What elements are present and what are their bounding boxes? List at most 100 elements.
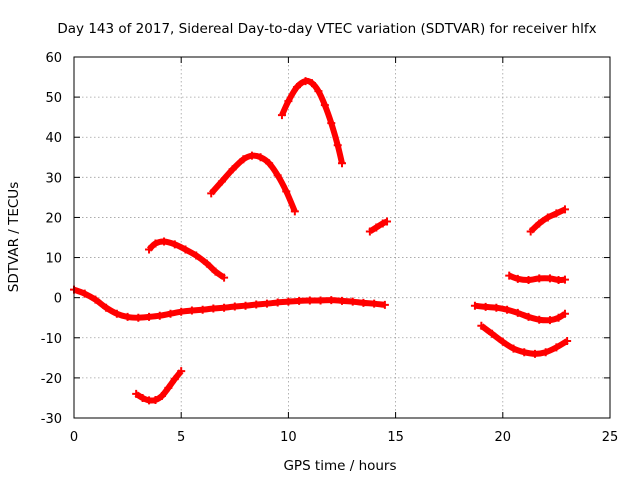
data-point [207,189,216,198]
sdtvar-track-4 [208,152,298,213]
data-point [365,227,374,236]
x-tick-label: 25 [602,430,619,445]
data-point [509,344,518,353]
data-point [198,305,207,314]
data-point [155,311,164,320]
y-axis-label: SDTVAR / TECUs [6,182,22,292]
data-point [545,274,554,283]
sdtvar-track-7 [474,302,567,324]
data-point [481,302,490,311]
data-point [247,151,256,160]
data-point [488,329,497,338]
data-point [256,153,265,162]
data-point [520,348,529,357]
data-point [228,165,237,174]
data-point [123,312,132,321]
y-tick-label: 40 [45,131,62,146]
data-point [524,312,533,321]
x-tick-label: 0 [70,430,78,445]
data-point [284,297,293,306]
data-point [151,395,160,404]
x-axis-label: GPS time / hours [283,458,396,474]
data-point [513,308,522,317]
data-point [164,383,173,392]
data-point [513,274,522,283]
data-point [290,207,299,216]
data-point [530,349,539,358]
data-point [170,375,179,384]
y-tick-label: 60 [45,51,62,66]
data-point [252,300,261,309]
data-point [282,187,291,196]
data-point [327,296,336,305]
data-point [157,391,166,400]
y-tick-label: 0 [54,292,62,307]
data-point [560,309,569,318]
data-point [220,273,229,282]
data-point [526,227,535,236]
chart-title: Day 143 of 2017, Sidereal Day-to-day VTE… [57,21,596,37]
data-point [554,313,563,322]
data-point [314,87,323,96]
data-point [560,205,569,214]
data-point [383,217,392,226]
data-point [230,302,239,311]
data-point [265,159,274,168]
data-point [295,296,304,305]
y-tick-label: 30 [45,171,62,186]
data-point [552,343,561,352]
data-point [102,303,111,312]
data-point [524,276,533,285]
data-point [177,367,186,376]
data-point [305,296,314,305]
y-tick-label: 20 [45,211,62,226]
data-point [262,299,271,308]
data-point [543,213,552,222]
data-point [177,307,186,316]
data-point [273,171,282,180]
data-point [327,119,336,128]
data-point [477,321,486,330]
data-point [535,315,544,324]
data-point [378,219,387,228]
data-point [181,245,190,254]
grid-lines [74,57,610,418]
data-point [192,251,201,260]
data-point [563,336,572,345]
x-tick-label: 5 [177,430,185,445]
y-tick-label: 50 [45,91,62,106]
data-point [470,301,479,310]
data-point [292,83,301,92]
data-point [359,298,368,307]
data-point [535,219,544,228]
data-point [552,209,561,218]
data-layer [70,77,572,405]
data-point [132,389,141,398]
data-point [273,298,282,307]
data-point [211,267,220,276]
data-point [503,305,512,314]
x-tick-label: 20 [495,430,512,445]
data-point [202,259,211,268]
data-point [91,295,100,304]
y-tick-label: -10 [41,332,62,347]
sdtvar-track-5 [279,77,345,164]
data-point [187,306,196,315]
data-point [134,313,143,322]
data-point [217,177,226,186]
data-point [160,237,169,246]
x-tick-label: 15 [387,430,404,445]
data-point [241,301,250,310]
data-point [301,77,310,86]
data-point [372,223,381,232]
plot-frame [73,56,611,419]
y-tick-label: -30 [41,412,62,427]
data-point [151,239,160,248]
data-point [333,141,342,150]
data-point [560,275,569,284]
data-point [239,155,248,164]
data-point [545,316,554,325]
x-tick-label: 10 [280,430,297,445]
data-point [166,309,175,318]
